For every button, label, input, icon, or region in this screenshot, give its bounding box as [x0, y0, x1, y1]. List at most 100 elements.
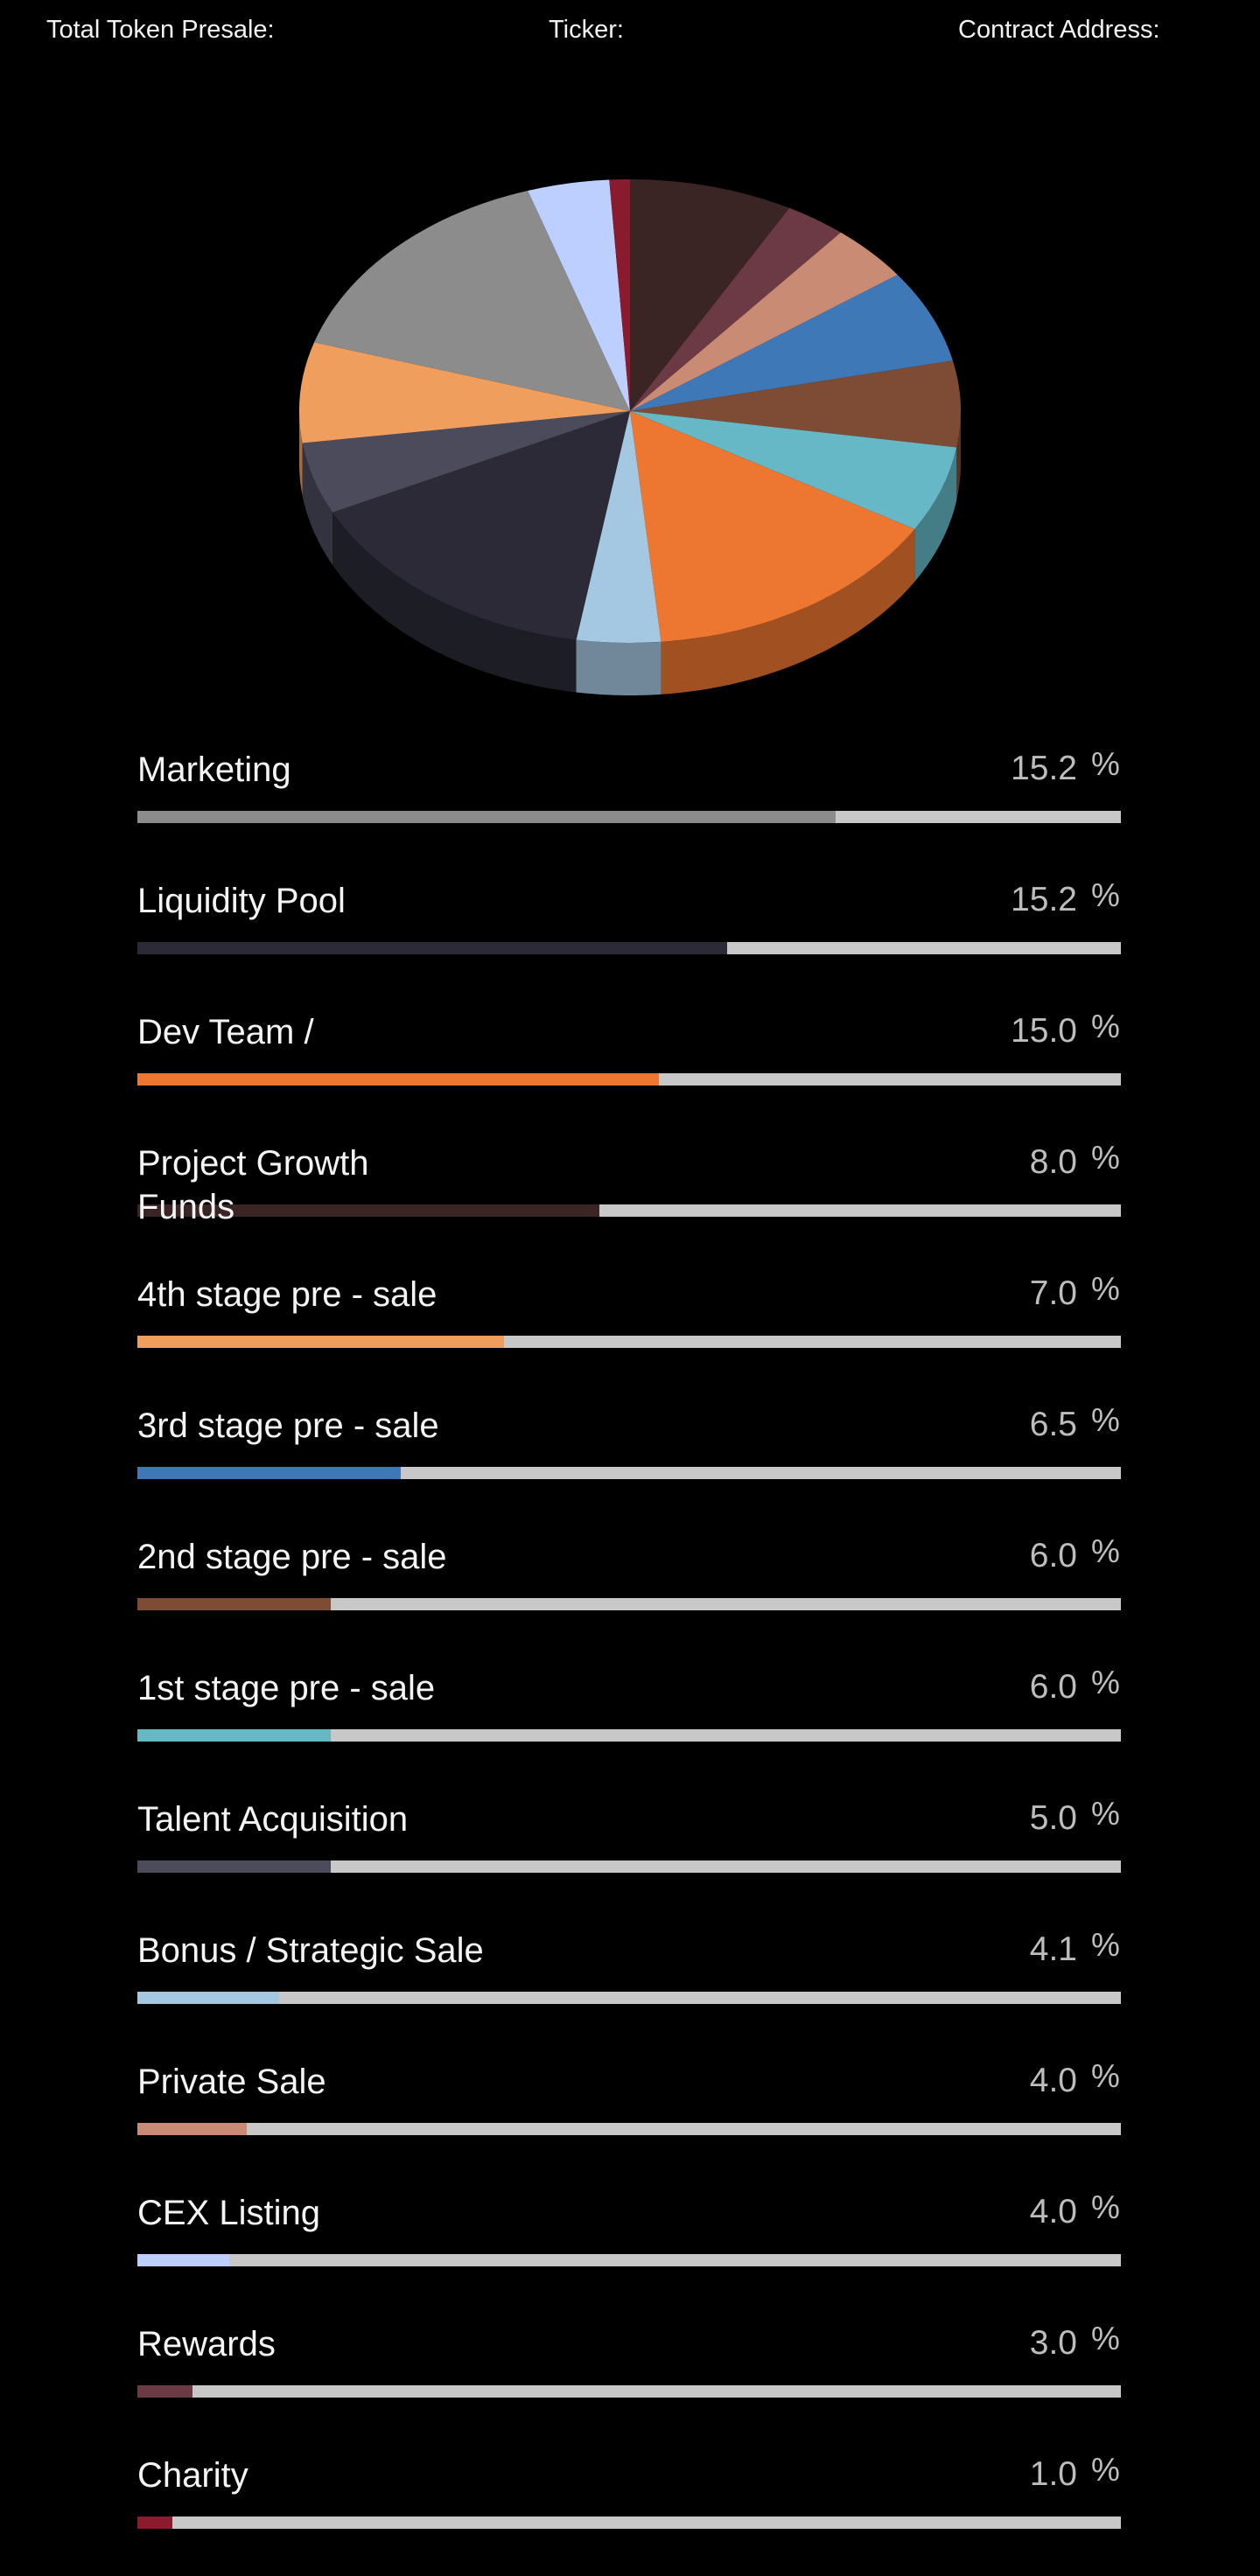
allocation-value: 4.0 — [1029, 2062, 1077, 2099]
allocation-label: CEX Listing — [137, 2194, 320, 2232]
allocation-value: 4.0 — [1029, 2193, 1077, 2230]
allocation-label: 3rd stage pre - sale — [137, 1407, 439, 1445]
pie-slice-8 — [332, 411, 630, 640]
pie-slice-0 — [630, 179, 790, 411]
pie-side-8 — [332, 512, 577, 693]
allocation-unit: % — [1091, 1271, 1120, 1307]
pie-top — [299, 178, 961, 643]
total-presale-label: Total Token Presale: — [46, 16, 275, 44]
allocation-value: 8.0 — [1029, 1143, 1077, 1181]
allocation-bar-track — [137, 1073, 1121, 1086]
allocation-bar-track — [137, 1860, 1121, 1873]
allocation-row: 4th stage pre - sale 7.0% — [137, 1264, 1121, 1395]
allocation-bar-fill — [137, 1336, 505, 1348]
allocation-row: 2nd stage pre - sale 6.0% — [137, 1526, 1121, 1658]
allocation-label: 4th stage pre - sale — [137, 1275, 438, 1314]
allocation-bar-track — [137, 1992, 1121, 2004]
allocation-row: Talent Acquisition 5.0% — [137, 1789, 1121, 1920]
contract-address-label: Contract Address: — [958, 16, 1160, 44]
pie-side-walls — [299, 411, 961, 695]
allocation-bar-fill — [137, 2517, 173, 2529]
allocation-unit: % — [1091, 877, 1120, 913]
allocation-label: 1st stage pre - sale — [137, 1669, 436, 1707]
allocation-value: 15.0 — [1011, 1012, 1077, 1050]
allocation-value: 3.0 — [1029, 2324, 1077, 2362]
allocation-list: Marketing 15.2% Liquidity Pool 15.2% Dev Tea… — [137, 739, 1121, 2576]
allocation-unit: % — [1091, 2058, 1120, 2094]
allocation-row: Bonus / Strategic Sale 4.1% — [137, 1920, 1121, 2051]
allocation-value: 6.0 — [1029, 1537, 1077, 1574]
pie-slice-2 — [630, 232, 898, 411]
pie-slice-7 — [576, 411, 662, 643]
allocation-unit: % — [1091, 2321, 1120, 2356]
allocation-value: 15.2 — [1011, 881, 1077, 918]
allocation-bar-track — [137, 1729, 1121, 1742]
allocation-bar-track — [137, 1336, 1121, 1348]
allocation-pie-chart — [299, 178, 961, 695]
allocation-bar-fill — [137, 2385, 192, 2398]
allocation-unit: % — [1091, 1402, 1120, 1438]
allocation-unit: % — [1091, 2452, 1120, 2488]
pie-slice-12 — [528, 179, 630, 411]
pie-side-4 — [956, 411, 961, 500]
token-info-header: Total Token Presale: Ticker: Contract Ad… — [0, 16, 1260, 51]
allocation-label: Bonus / Strategic Sale — [137, 1931, 484, 1970]
allocation-label: Project Growth Funds — [137, 1144, 369, 1226]
allocation-bar-fill — [137, 1598, 332, 1610]
pie-slice-4 — [630, 360, 961, 448]
allocation-row: 3rd stage pre - sale 6.5% — [137, 1395, 1121, 1526]
allocation-row: Liquidity Pool 15.2% — [137, 870, 1121, 1002]
allocation-bar-track — [137, 2254, 1121, 2266]
pie-slice-3 — [630, 275, 953, 411]
allocation-value: 6.0 — [1029, 1668, 1077, 1706]
allocation-bar-track — [137, 1204, 1121, 1217]
allocation-bar-fill — [137, 1204, 600, 1217]
allocation-value: 7.0 — [1029, 1274, 1077, 1312]
allocation-unit: % — [1091, 746, 1120, 782]
allocation-bar-track — [137, 811, 1121, 823]
allocation-bar-track — [137, 2385, 1121, 2398]
pie-slice-9 — [302, 411, 630, 513]
allocation-bar-fill — [137, 942, 728, 954]
pie-slice-5 — [630, 411, 957, 529]
allocation-label: Dev Team / — [137, 1013, 314, 1051]
allocation-unit: % — [1091, 1796, 1120, 1832]
pie-slice-1 — [630, 207, 841, 411]
allocation-bar-track — [137, 1598, 1121, 1610]
allocation-label: Talent Acquisition — [137, 1800, 409, 1839]
allocation-unit: % — [1091, 1665, 1120, 1700]
allocation-bar-fill — [137, 2254, 229, 2266]
allocation-label: Marketing — [137, 750, 291, 789]
allocation-unit: % — [1091, 1533, 1120, 1569]
allocation-value: 5.0 — [1029, 1799, 1077, 1837]
pie-side-7 — [576, 639, 662, 695]
allocation-bar-fill — [137, 811, 836, 823]
allocation-row: Marketing 15.2% — [137, 739, 1121, 870]
allocation-row: Dev Team / 15.0% — [137, 1002, 1121, 1133]
pie-side-5 — [914, 447, 957, 582]
pie-side-6 — [661, 528, 915, 695]
allocation-row: 1st stage pre - sale 6.0% — [137, 1658, 1121, 1789]
allocation-label: 2nd stage pre - sale — [137, 1538, 447, 1576]
allocation-value: 1.0 — [1029, 2455, 1077, 2493]
pie-side-9 — [302, 443, 332, 565]
allocation-row: Project Growth Funds 8.0% — [137, 1133, 1121, 1264]
allocation-row: CEX Listing 4.0% — [137, 2182, 1121, 2314]
allocation-unit: % — [1091, 2189, 1120, 2225]
allocation-value: 4.1 — [1029, 1930, 1077, 1968]
allocation-bar-track — [137, 1467, 1121, 1479]
pie-slice-13 — [609, 178, 630, 411]
pie-slice-6 — [630, 411, 915, 642]
allocation-value: 6.5 — [1029, 1406, 1077, 1443]
allocation-bar-fill — [137, 1467, 402, 1479]
allocation-bar-track — [137, 2517, 1121, 2529]
pie-slice-11 — [314, 191, 630, 411]
allocation-label: Private Sale — [137, 2063, 326, 2101]
allocation-bar-fill — [137, 1729, 332, 1742]
allocation-bar-fill — [137, 1992, 279, 2004]
allocation-unit: % — [1091, 1140, 1120, 1176]
allocation-row: Rewards 3.0% — [137, 2314, 1121, 2445]
pie-slice-10 — [299, 342, 630, 443]
allocation-bar-track — [137, 2123, 1121, 2135]
allocation-bar-track — [137, 942, 1121, 954]
